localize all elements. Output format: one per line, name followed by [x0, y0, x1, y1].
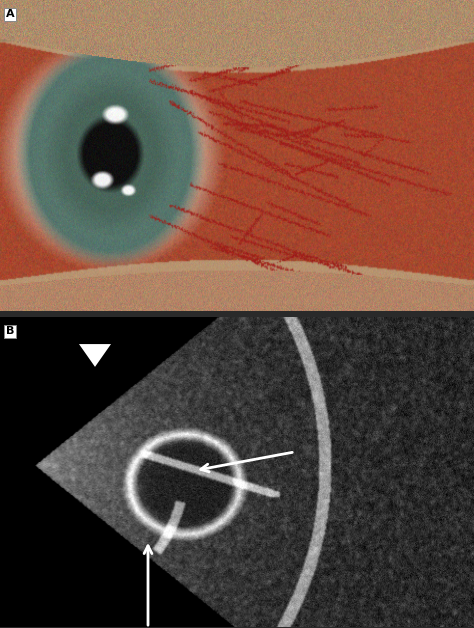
Polygon shape — [79, 344, 111, 367]
Text: A: A — [6, 9, 14, 19]
Text: B: B — [6, 327, 14, 337]
